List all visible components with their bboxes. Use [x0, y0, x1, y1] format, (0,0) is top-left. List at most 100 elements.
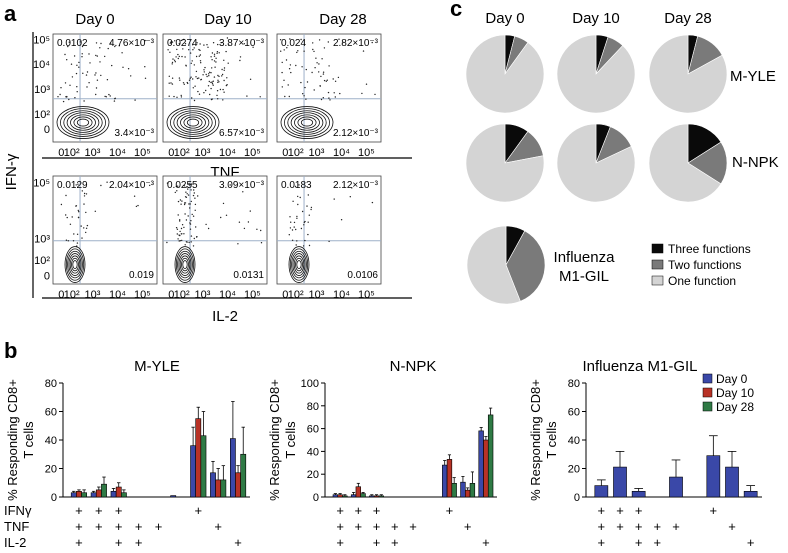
flow-event-dot — [289, 64, 292, 66]
flow-event-dot — [222, 88, 224, 91]
flow-event-dot — [307, 233, 309, 236]
flow-event-dot — [192, 215, 195, 217]
flow-event-dot — [227, 62, 229, 64]
flow-event-dot — [304, 86, 306, 89]
flow-event-dot — [196, 42, 198, 44]
flow-event-dot — [323, 47, 326, 49]
flow-event-dot — [189, 203, 191, 205]
flow-event-dot — [296, 240, 298, 242]
flow-density-contour — [186, 118, 200, 127]
bar-day-10 — [373, 495, 380, 498]
flow-event-dot — [177, 238, 179, 240]
flow-event-dot — [72, 240, 75, 242]
flow-event-dot — [65, 214, 67, 216]
flow-event-dot — [207, 227, 210, 230]
flow-event-dot — [303, 50, 305, 52]
flow-event-dot — [171, 41, 174, 43]
flow-event-dot — [211, 83, 214, 85]
bar-day-10 — [95, 489, 102, 498]
flow-event-dot — [188, 203, 190, 205]
bar-day-0 — [190, 445, 196, 498]
flow-event-dot — [297, 203, 299, 206]
flow-event-dot — [62, 100, 65, 103]
legend-three-functions: Three functions — [668, 242, 751, 256]
flow-event-dot — [190, 220, 192, 222]
flow-event-dot — [114, 97, 117, 100]
flow-y-tick-label: 10³ — [34, 234, 50, 246]
flow-event-dot — [313, 89, 315, 91]
quadrant-lower-right-frequency: 6.57×10⁻³ — [219, 128, 265, 139]
flow-event-dot — [66, 216, 68, 219]
pie-legend: Three functions Two functions One functi… — [651, 242, 751, 288]
combination-sign: + — [635, 519, 643, 534]
flow-event-dot — [81, 53, 83, 55]
flow-event-dot — [214, 66, 216, 68]
bar-y-axis-label-line1: % Responding CD8+ — [267, 379, 282, 501]
flow-event-dot — [75, 184, 77, 186]
flow-event-dot — [193, 47, 195, 49]
flow-event-dot — [218, 81, 220, 83]
flow-event-dot — [361, 92, 363, 95]
pie-slice-two-functions — [505, 230, 546, 302]
flow-event-dot — [217, 74, 219, 77]
flow-event-dot — [100, 42, 102, 45]
bar-y-axis-label-line1: % Responding CD8+ — [5, 379, 20, 501]
flow-event-dot — [223, 67, 226, 69]
legend-two-functions: Two functions — [668, 258, 741, 272]
flow-event-dot — [216, 51, 219, 53]
flow-event-dot — [221, 73, 224, 76]
flow-event-dot — [172, 58, 174, 60]
flow-event-dot — [75, 72, 78, 75]
flow-event-dot — [67, 45, 69, 48]
flow-event-dot — [110, 42, 112, 44]
combination-sign: + — [135, 519, 143, 534]
flow-event-dot — [60, 203, 63, 206]
combination-sign: + — [598, 503, 606, 518]
flow-event-dot — [188, 49, 190, 51]
flow-event-dot — [195, 55, 198, 58]
flow-event-dot — [205, 73, 207, 76]
pie-row-label-nnpk: N-NPK — [732, 154, 779, 171]
flow-event-dot — [179, 240, 181, 242]
flow-event-dot — [323, 79, 326, 82]
bar-y-tick-label: 80 — [568, 378, 580, 390]
pie-slice-one-function — [465, 123, 545, 203]
flow-event-dot — [322, 73, 325, 75]
flow-event-dot — [137, 204, 139, 207]
flow-event-dot — [88, 82, 90, 84]
flow-event-dot — [79, 41, 82, 43]
flow-density-contour — [174, 246, 196, 283]
bar-y-tick-label: 40 — [568, 435, 580, 447]
flow-event-dot — [216, 94, 218, 97]
flow-event-dot — [170, 41, 172, 43]
flow-event-dot — [260, 242, 263, 244]
flow-event-dot — [339, 92, 341, 95]
flow-event-dot — [170, 82, 172, 84]
flow-event-dot — [327, 91, 330, 94]
flow-density-contour — [295, 257, 303, 272]
combination-sign: + — [194, 503, 202, 518]
flow-x-tick-label: 10³ — [195, 289, 211, 301]
flow-x-tick-label: 10⁴ — [219, 289, 236, 301]
flow-event-dot — [189, 77, 191, 80]
flow-event-dot — [171, 83, 174, 85]
flow-event-dot — [249, 78, 252, 81]
flow-event-dot — [175, 185, 177, 188]
combination-sign: + — [95, 503, 103, 518]
flow-x-tick-label: 10² — [288, 289, 304, 301]
flow-event-dot — [206, 75, 208, 78]
flow-event-dot — [81, 56, 83, 58]
flow-event-dot — [127, 68, 130, 70]
bar-day-10 — [446, 459, 453, 498]
flow-event-dot — [220, 42, 222, 44]
flow-event-dot — [173, 59, 176, 61]
flow-event-dot — [223, 91, 225, 93]
flow-x-tick-label: 10⁴ — [109, 289, 126, 301]
flow-event-dot — [183, 83, 185, 86]
flow-event-dot — [210, 72, 212, 74]
flow-event-dot — [281, 86, 283, 88]
flow-event-dot — [295, 244, 297, 246]
flow-event-dot — [144, 39, 146, 42]
flow-event-dot — [293, 226, 295, 228]
